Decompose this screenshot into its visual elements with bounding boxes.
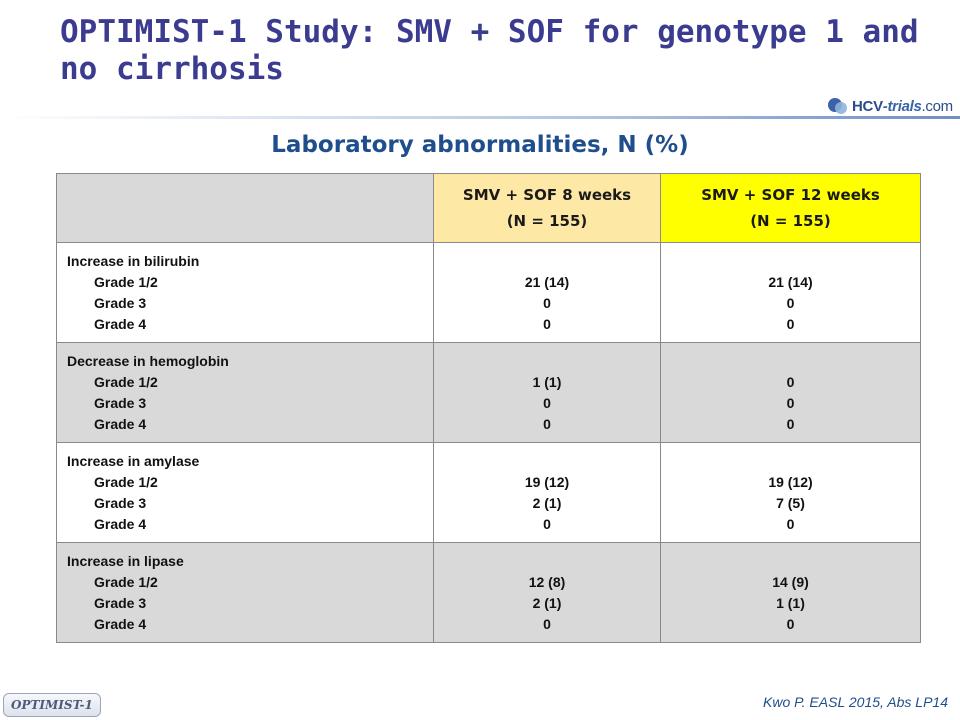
row-label: Increase in amylase Grade 1/2 Grade 3 Gr… [56, 442, 434, 543]
value: 1 (1) [776, 594, 805, 611]
value: 0 [786, 373, 795, 390]
study-tag: OPTIMIST-1 [3, 693, 101, 717]
abnormality-name: Increase in lipase [67, 552, 184, 569]
header-12-weeks: SMV + SOF 12 weeks (N = 155) [660, 173, 921, 243]
header-empty-cell [56, 173, 434, 243]
hcv-trials-logo-icon [828, 96, 848, 116]
value: 0 [543, 315, 551, 332]
value: 0 [543, 415, 551, 432]
lab-abnormalities-table: SMV + SOF 8 weeks (N = 155) SMV + SOF 12… [56, 173, 921, 643]
value: 1 (1) [532, 373, 562, 390]
grade-label: Grade 1/2 [94, 373, 158, 390]
values-8-weeks: 12 (8) 2 (1) 0 [433, 542, 661, 643]
value: 12 (8) [528, 573, 566, 590]
values-12-weeks: 0 0 0 [660, 342, 921, 443]
grade-label: Grade 1/2 [94, 573, 158, 590]
abnormality-name: Increase in bilirubin [67, 252, 200, 269]
value: 19 (12) [524, 473, 570, 490]
values-12-weeks: 21 (14) 0 0 [660, 242, 921, 343]
table-row-hemoglobin: Decrease in hemoglobin Grade 1/2 Grade 3… [56, 342, 921, 443]
values-8-weeks: 21 (14) 0 0 [433, 242, 661, 343]
grade-label: Grade 4 [94, 515, 147, 532]
grade-label: Grade 4 [94, 615, 147, 632]
header-12-weeks-label: SMV + SOF 12 weeks [701, 186, 880, 204]
grade-label: Grade 3 [94, 294, 147, 311]
grade-label: Grade 3 [94, 594, 147, 611]
header-12-weeks-n: (N = 155) [750, 212, 831, 230]
values-12-weeks: 19 (12) 7 (5) 0 [660, 442, 921, 543]
value: 0 [786, 515, 795, 532]
value: 0 [786, 394, 795, 411]
row-label: Increase in lipase Grade 1/2 Grade 3 Gra… [56, 542, 434, 643]
row-label: Increase in bilirubin Grade 1/2 Grade 3 … [56, 242, 434, 343]
value: 19 (12) [768, 473, 813, 490]
table-row-amylase: Increase in amylase Grade 1/2 Grade 3 Gr… [56, 442, 921, 543]
row-label: Decrease in hemoglobin Grade 1/2 Grade 3… [56, 342, 434, 443]
value: 21 (14) [768, 273, 813, 290]
slide-title: OPTIMIST-1 Study: SMV + SOF for genotype… [60, 14, 919, 87]
value: 21 (14) [524, 273, 570, 290]
values-12-weeks: 14 (9) 1 (1) 0 [660, 542, 921, 643]
table-row-bilirubin: Increase in bilirubin Grade 1/2 Grade 3 … [56, 242, 921, 343]
hcv-trials-logo: HCV-trials.com [828, 95, 953, 117]
values-8-weeks: 1 (1) 0 0 [433, 342, 661, 443]
value: 0 [543, 294, 551, 311]
value: 0 [543, 515, 551, 532]
abnormality-name: Increase in amylase [67, 452, 200, 469]
value: 0 [786, 615, 795, 632]
header-8-weeks: SMV + SOF 8 weeks (N = 155) [433, 173, 661, 243]
value: 0 [543, 394, 551, 411]
value: 0 [786, 294, 795, 311]
table-header-row: SMV + SOF 8 weeks (N = 155) SMV + SOF 12… [56, 173, 921, 243]
grade-label: Grade 1/2 [94, 473, 158, 490]
grade-label: Grade 1/2 [94, 273, 158, 290]
grade-label: Grade 3 [94, 494, 147, 511]
value: 7 (5) [776, 494, 805, 511]
value: 2 (1) [532, 494, 562, 511]
values-8-weeks: 19 (12) 2 (1) 0 [433, 442, 661, 543]
header-8-weeks-label: SMV + SOF 8 weeks [462, 186, 632, 204]
value: 2 (1) [532, 594, 562, 611]
citation: Kwo P. EASL 2015, Abs LP14 [763, 694, 948, 710]
value: 0 [543, 615, 551, 632]
header-divider [0, 116, 960, 119]
logo-text: HCV-trials.com [852, 97, 953, 115]
value: 0 [786, 415, 795, 432]
grade-label: Grade 3 [94, 394, 147, 411]
value: 14 (9) [772, 573, 809, 590]
table-subtitle: Laboratory abnormalities, N (%) [271, 132, 689, 158]
grade-label: Grade 4 [94, 415, 147, 432]
grade-label: Grade 4 [94, 315, 147, 332]
value: 0 [786, 315, 795, 332]
abnormality-name: Decrease in hemoglobin [67, 352, 229, 369]
header-8-weeks-n: (N = 155) [506, 212, 588, 230]
table-row-lipase: Increase in lipase Grade 1/2 Grade 3 Gra… [56, 542, 921, 643]
